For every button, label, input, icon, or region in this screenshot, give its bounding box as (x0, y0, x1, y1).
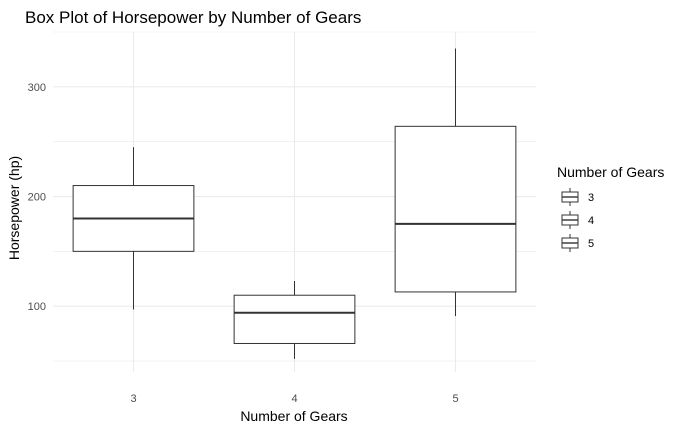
y-tick-labels: 100 200 300 (28, 82, 46, 313)
legend-item-label: 3 (588, 192, 594, 204)
x-tick-labels: 3 4 5 (130, 393, 458, 405)
legend-item-label: 4 (588, 215, 594, 227)
x-tick-label: 3 (130, 393, 136, 405)
legend: Number of Gears 3 4 5 (557, 164, 664, 252)
y-axis-label: Horsepower (hp) (6, 156, 22, 260)
legend-item-label: 5 (588, 238, 594, 250)
box-5 (394, 48, 517, 317)
box-body (394, 125, 517, 293)
box-3 (72, 147, 195, 310)
legend-items: 3 4 5 (561, 188, 594, 252)
x-tick-label: 5 (452, 393, 458, 405)
legend-title: Number of Gears (557, 164, 664, 180)
y-tick-label: 200 (28, 192, 46, 204)
box-4 (233, 280, 356, 359)
legend-item-3: 3 (561, 188, 594, 206)
y-tick-label: 300 (28, 82, 46, 94)
y-tick-label: 100 (28, 301, 46, 313)
x-tick-label: 4 (291, 393, 297, 405)
x-axis-label: Number of Gears (240, 408, 347, 424)
boxes-layer (72, 48, 517, 359)
box-body (233, 294, 356, 344)
legend-item-5: 5 (561, 234, 594, 252)
legend-item-4: 4 (561, 211, 594, 229)
chart-title: Box Plot of Horsepower by Number of Gear… (25, 8, 361, 27)
